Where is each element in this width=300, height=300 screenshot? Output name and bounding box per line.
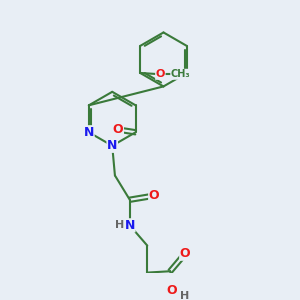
Text: N: N: [84, 126, 94, 139]
Text: O: O: [156, 69, 165, 79]
Text: N: N: [107, 139, 117, 152]
Text: H: H: [181, 290, 190, 300]
Text: CH₃: CH₃: [171, 69, 190, 79]
Text: N: N: [124, 219, 135, 232]
Text: O: O: [149, 189, 159, 202]
Text: O: O: [113, 123, 123, 136]
Text: H: H: [115, 220, 124, 230]
Text: O: O: [180, 247, 190, 260]
Text: O: O: [166, 284, 177, 297]
